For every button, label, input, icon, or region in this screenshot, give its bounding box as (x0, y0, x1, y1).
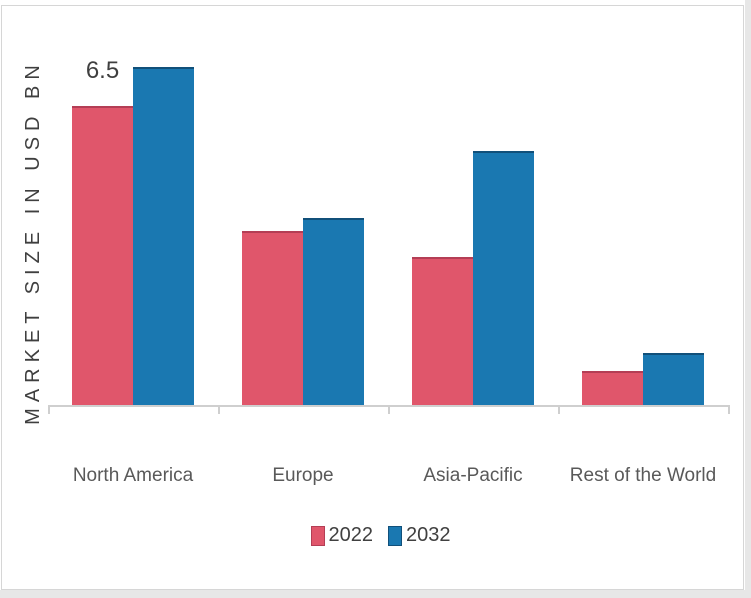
legend-swatch-2022 (310, 525, 325, 546)
legend-swatch-2032 (388, 525, 402, 546)
bar-2022-rest-of-the-world (582, 371, 643, 405)
x-axis-tick (728, 405, 730, 414)
bar-2032-rest-of-the-world (643, 353, 704, 405)
legend-label-2022: 2022 (328, 524, 374, 546)
bar-2022-north-america (72, 106, 133, 405)
bar-2032-europe (303, 218, 364, 405)
legend-label-2032: 2032 (406, 524, 451, 546)
bar-2032-asia-pacific (473, 151, 534, 405)
page-edge-strip-right (745, 0, 751, 598)
legend-item-2022: 2022 (310, 524, 374, 547)
legend: 2022 2032 (10, 524, 751, 547)
page-edge-strip-bottom (0, 590, 751, 598)
bar-2032-north-america (133, 67, 194, 405)
x-axis-tick (558, 405, 560, 414)
category-label-north-america: North America (72, 465, 194, 486)
bar-value-label-2022-north-america: 6.5 (85, 57, 120, 84)
bar-2022-europe (242, 231, 303, 405)
bar-2022-asia-pacific (412, 257, 473, 405)
category-label-europe: Europe (272, 465, 334, 486)
category-label-asia-pacific: Asia-Pacific (423, 465, 523, 486)
category-label-rest-of-the-world: Rest of the World (569, 465, 717, 486)
legend-item-2032: 2032 (388, 524, 451, 547)
x-axis-tick (48, 405, 50, 414)
plot-area: North America 6.5 Europe Asia-Pacific Rest o… (48, 39, 730, 486)
chart-card: MARKET SIZE IN USD BN North America 6.5 Eu… (1, 5, 744, 590)
x-axis-tick (218, 405, 220, 414)
y-axis-label: MARKET SIZE IN USD BN (22, 59, 44, 425)
x-axis-tick (388, 405, 390, 414)
